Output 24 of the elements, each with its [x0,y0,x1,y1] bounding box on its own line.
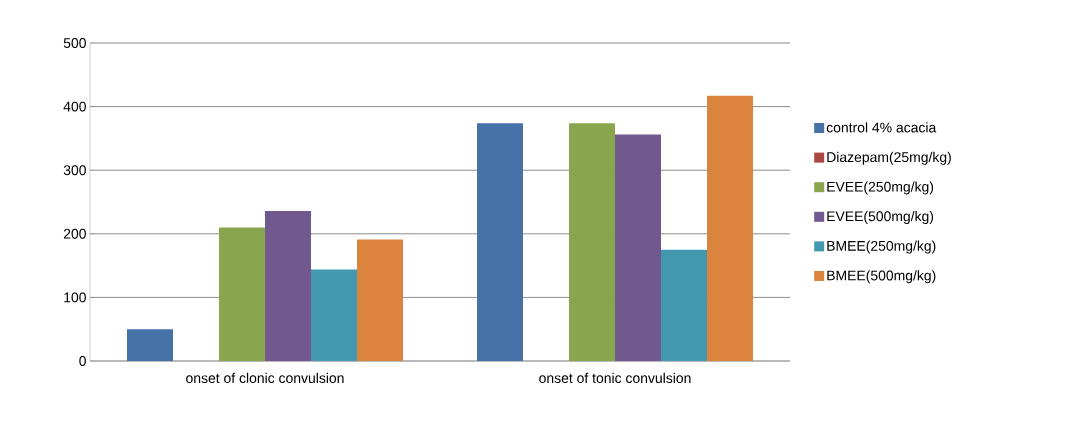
bar [219,227,266,361]
legend-label: BMEE(250mg/kg) [827,240,936,254]
y-tick-label: 300 [63,165,86,176]
legend-label: EVEE(500mg/kg) [827,210,934,224]
bar [357,239,404,361]
y-tick-label: 500 [63,38,86,48]
legend-label: Diazepam(25mg/kg) [827,151,951,165]
y-tick-label: 200 [63,228,86,239]
bar [661,249,708,361]
legend-label: EVEE(250mg/kg) [827,181,934,195]
bar [265,210,312,361]
bar [569,123,616,361]
bar [127,329,174,361]
legend-label: control 4% acacia [826,122,937,133]
bar [615,134,662,361]
x-tick-label: onset of tonic convulsion [539,372,691,384]
bar [311,269,358,361]
legend-label: BMEE(500mg/kg) [827,270,936,284]
bar [707,95,754,361]
x-tick-label: onset of clonic convulsion [186,372,344,384]
bar [477,123,524,361]
y-tick-label: 400 [63,101,86,112]
y-tick-label: 0 [79,356,86,366]
y-tick-label: 100 [64,292,86,303]
